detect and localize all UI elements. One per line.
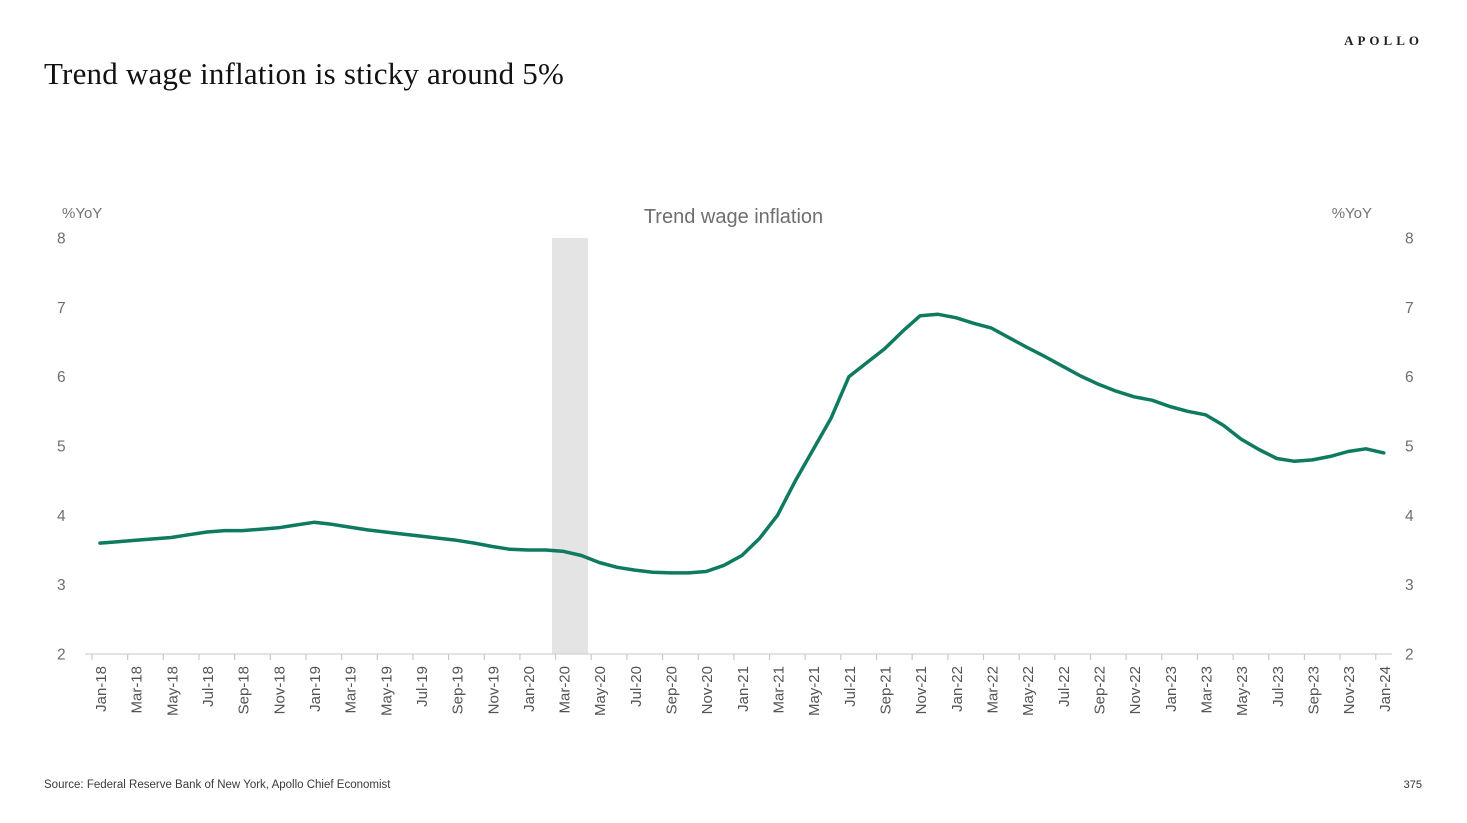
x-tick-label: Mar-20 bbox=[557, 666, 574, 714]
x-tick-label: Jan-19 bbox=[307, 666, 324, 712]
x-tick-label: Mar-19 bbox=[343, 666, 360, 714]
x-tick-label: Jan-20 bbox=[521, 666, 538, 712]
page-number: 375 bbox=[1403, 779, 1422, 791]
right-axis-unit: %YoY bbox=[1331, 205, 1372, 222]
x-tick-label: Sep-19 bbox=[450, 666, 467, 714]
x-tick-label: Nov-23 bbox=[1341, 666, 1358, 714]
x-tick-label: Nov-22 bbox=[1127, 666, 1144, 714]
chart-legend-title-text: Trend wage inflation bbox=[643, 206, 824, 228]
y-tick-label-right: 3 bbox=[1405, 577, 1414, 594]
chart-legend-title: Trend wage inflation bbox=[0, 206, 1467, 229]
x-tick-label: Jul-20 bbox=[628, 666, 645, 707]
x-tick-label: May-21 bbox=[806, 666, 823, 716]
y-tick-label-right: 5 bbox=[1405, 438, 1414, 455]
x-tick-label: Sep-18 bbox=[236, 666, 253, 714]
y-tick-label-left: 3 bbox=[57, 577, 66, 594]
y-tick-label-right: 7 bbox=[1405, 300, 1414, 317]
y-tick-label-left: 8 bbox=[57, 230, 66, 247]
y-tick-label-right: 8 bbox=[1405, 230, 1414, 247]
x-tick-label: Nov-19 bbox=[485, 666, 502, 714]
x-tick-label: May-23 bbox=[1234, 666, 1251, 716]
y-tick-label-right: 6 bbox=[1405, 369, 1414, 386]
x-tick-label: Jan-23 bbox=[1163, 666, 1180, 712]
x-tick-label: Jul-21 bbox=[842, 666, 859, 707]
page-title: Trend wage inflation is sticky around 5% bbox=[44, 56, 564, 91]
recession-band bbox=[551, 238, 589, 654]
y-tick-label-left: 6 bbox=[57, 369, 66, 386]
x-tick-label: Sep-23 bbox=[1305, 666, 1322, 714]
x-tick-label: Jan-24 bbox=[1377, 666, 1394, 712]
x-tick-label: Sep-20 bbox=[664, 666, 681, 714]
left-axis-unit: %YoY bbox=[62, 205, 103, 222]
x-tick-label: Jan-22 bbox=[949, 666, 966, 712]
x-tick-label: Jul-23 bbox=[1270, 666, 1287, 707]
source-note: Source: Federal Reserve Bank of New York… bbox=[44, 779, 391, 791]
x-tick-label: Jul-19 bbox=[414, 666, 431, 707]
x-tick-label: May-18 bbox=[164, 666, 181, 716]
x-tick-label: Mar-21 bbox=[771, 666, 788, 714]
y-tick-label-left: 2 bbox=[57, 646, 66, 663]
x-tick-label: Jan-21 bbox=[735, 666, 752, 712]
x-tick-label: May-20 bbox=[592, 666, 609, 716]
x-tick-label: Mar-23 bbox=[1198, 666, 1215, 714]
x-tick-label: Nov-20 bbox=[699, 666, 716, 714]
trend-wage-inflation-line bbox=[98, 312, 1386, 575]
x-tick-label: Nov-21 bbox=[913, 666, 930, 714]
x-tick-label: Sep-22 bbox=[1091, 666, 1108, 714]
y-tick-label-left: 7 bbox=[57, 300, 66, 317]
y-tick-label-left: 4 bbox=[57, 508, 66, 525]
x-tick-label: Jul-22 bbox=[1056, 666, 1073, 707]
y-tick-label-right: 4 bbox=[1405, 508, 1414, 525]
apollo-logo: APOLLO bbox=[1344, 33, 1423, 48]
x-tick-label: Nov-18 bbox=[271, 666, 288, 714]
x-tick-label: Jul-18 bbox=[200, 666, 217, 707]
y-tick-label-left: 5 bbox=[57, 438, 66, 455]
y-tick-label-right: 2 bbox=[1405, 646, 1414, 663]
x-tick-label: Mar-22 bbox=[985, 666, 1002, 714]
x-tick-label: Sep-21 bbox=[878, 666, 895, 714]
x-tick-label: Jan-18 bbox=[93, 666, 110, 712]
x-tick-label: May-22 bbox=[1020, 666, 1037, 716]
x-tick-label: Mar-18 bbox=[129, 666, 146, 714]
x-tick-label: May-19 bbox=[378, 666, 395, 716]
